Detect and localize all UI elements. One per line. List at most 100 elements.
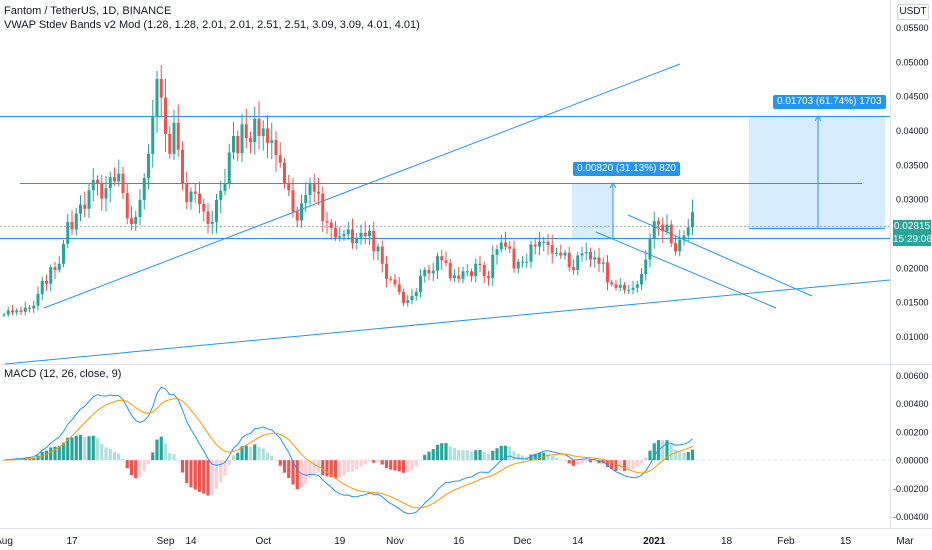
macd-histogram-bar <box>278 460 282 466</box>
candle-body <box>159 78 163 98</box>
candle-body <box>674 243 677 252</box>
macd-histogram-bar <box>74 435 78 461</box>
candle-body <box>193 191 197 194</box>
candle-body <box>372 230 376 252</box>
macd-histogram-bar <box>248 446 253 461</box>
macd-histogram-bar <box>159 436 163 461</box>
candle-body <box>113 177 116 182</box>
macd-histogram-bar <box>648 450 652 461</box>
candle-body <box>100 183 104 199</box>
macd-histogram-bar <box>423 454 427 461</box>
candle-body <box>346 229 350 235</box>
candle-body <box>329 222 333 229</box>
candle-body <box>406 300 410 303</box>
measure-label-2: 0.01703 (61.74%) 1703 <box>773 95 886 109</box>
macd-histogram-bar <box>83 436 87 461</box>
macd-histogram-bar <box>363 460 367 465</box>
candle-body <box>215 199 218 222</box>
macd-histogram-bar <box>125 460 129 469</box>
currency-label[interactable]: USDT <box>897 4 929 20</box>
candle-body <box>461 271 465 279</box>
macd-histogram-bar <box>87 436 91 461</box>
candle-body <box>36 293 40 306</box>
macd-histogram-bar <box>129 460 134 476</box>
candle-body <box>317 191 320 194</box>
candle-body <box>453 275 456 279</box>
candle-body <box>397 284 401 292</box>
macd-histogram-bar <box>295 460 299 490</box>
macd-histogram-bar <box>134 460 138 479</box>
macd-histogram-bar <box>202 460 206 494</box>
candle-body <box>606 262 609 283</box>
macd-histogram-bar <box>686 452 690 461</box>
macd-histogram-bar <box>546 453 550 461</box>
macd-histogram-bar <box>91 435 95 461</box>
macd-histogram-bar <box>584 460 588 462</box>
time-tick-label: Feb <box>777 536 795 547</box>
price-tick-label: 0.01500 <box>896 298 929 308</box>
candle-body <box>627 289 631 291</box>
macd-histogram-bar <box>682 452 686 461</box>
time-tick-label: 15 <box>840 536 852 547</box>
macd-histogram-bar <box>121 459 125 461</box>
candle-body <box>440 256 444 261</box>
candle-body <box>593 257 597 260</box>
candle-body <box>410 296 414 301</box>
macd-histogram-bar <box>414 460 418 467</box>
macd-line <box>3 386 693 515</box>
macd-histogram-bar <box>627 460 631 471</box>
candle-body <box>308 184 312 196</box>
candle-body <box>393 279 397 285</box>
macd-histogram-bar <box>661 440 665 461</box>
candle-body <box>542 241 546 243</box>
candle-body <box>533 244 537 247</box>
price-tick-label: 0.03000 <box>896 195 929 205</box>
candle-body <box>219 190 223 200</box>
macd-histogram-bar <box>563 460 567 461</box>
candle-body <box>550 245 554 254</box>
candle-body <box>487 276 490 279</box>
candle-body <box>448 263 452 279</box>
macd-tick-label: 0.00400 <box>896 399 929 409</box>
macd-histogram-bar <box>597 460 601 464</box>
candle-body <box>23 307 27 312</box>
candle-body <box>2 314 6 316</box>
candle-body <box>635 284 639 288</box>
macd-histogram-bar <box>57 445 61 461</box>
candle-body <box>474 263 478 277</box>
macd-histogram-bar <box>355 460 359 470</box>
vwap-indicator-label[interactable]: VWAP Stdev Bands v2 Mod (1.28, 1.28, 2.0… <box>4 19 420 31</box>
macd-histogram-bar <box>151 452 155 461</box>
macd-histogram-bar <box>265 452 270 461</box>
macd-histogram-bar <box>478 449 482 461</box>
macd-histogram-bar <box>180 460 185 473</box>
candle-body <box>249 138 252 143</box>
candle-body <box>423 269 427 277</box>
macd-histogram-bar <box>325 460 329 477</box>
candle-body <box>57 263 61 270</box>
candle-body <box>202 203 206 212</box>
price-tick-label: 0.01000 <box>896 332 929 342</box>
macd-histogram-bar <box>652 443 656 461</box>
candle-body <box>385 263 388 279</box>
candle-body <box>419 276 422 292</box>
candle-body <box>444 260 448 264</box>
candle-body <box>185 183 189 202</box>
macd-histogram-bar <box>491 450 495 461</box>
macd-histogram-bar <box>138 460 142 477</box>
macd-histogram-bar <box>219 460 223 483</box>
macd-histogram-bar <box>486 453 491 461</box>
time-tick-label: Oct <box>255 536 271 547</box>
candle-body <box>151 116 155 154</box>
macd-histogram-bar <box>605 460 610 468</box>
macd-histogram-bar <box>499 445 503 461</box>
macd-histogram-bar <box>172 454 176 461</box>
macd-histogram-bar <box>257 447 261 461</box>
candle-body <box>53 267 57 270</box>
candle-body <box>155 78 159 117</box>
time-tick-label: 17 <box>66 536 78 547</box>
macd-indicator-label[interactable]: MACD (12, 26, close, 9) <box>4 368 122 380</box>
macd-histogram-bar <box>690 449 695 461</box>
candle-body <box>125 192 129 219</box>
